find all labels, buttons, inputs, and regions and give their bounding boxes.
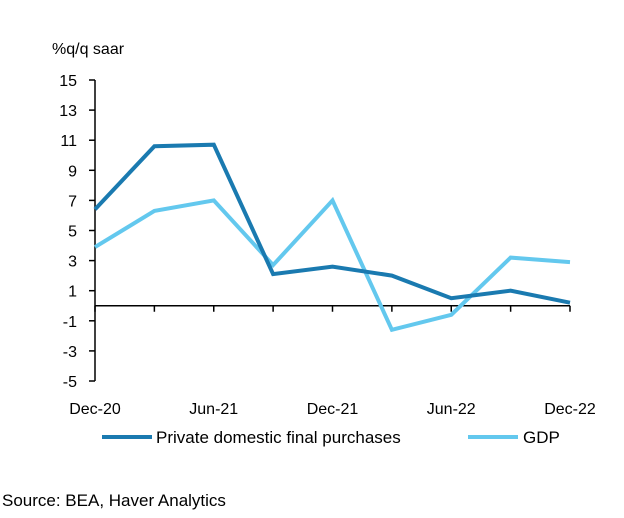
unit-label: %q/q saar bbox=[52, 41, 125, 58]
series-lines bbox=[93, 142, 571, 333]
y-tick-label: 9 bbox=[68, 163, 77, 180]
y-tick-label: 5 bbox=[68, 224, 77, 241]
y-tick-label: 7 bbox=[68, 193, 77, 210]
legend-label: Private domestic final purchases bbox=[156, 428, 401, 447]
x-tick-label: Jun-22 bbox=[427, 401, 476, 418]
y-tick-label: -3 bbox=[63, 344, 77, 361]
gdp-line bbox=[93, 196, 571, 333]
y-tick-label: -1 bbox=[63, 314, 77, 331]
y-tick-label: 11 bbox=[60, 133, 77, 150]
private-domestic-final-purchases-line bbox=[93, 142, 571, 305]
x-axis: Dec-20 Jun-21 Dec-21 Jun-22 Dec-22 bbox=[69, 305, 596, 418]
y-tick-label: -5 bbox=[63, 374, 77, 391]
legend: Private domestic final purchases GDP bbox=[102, 428, 560, 447]
y-tick-label: 13 bbox=[59, 103, 77, 120]
source-note: Source: BEA, Haver Analytics bbox=[2, 491, 226, 510]
x-tick-label: Jun-21 bbox=[189, 401, 238, 418]
line-chart: %q/q saar 15 13 11 9 7 5 3 1 -1 -3 -5 Dec-20 Jun-21… bbox=[52, 41, 596, 447]
x-tick-label: Dec-22 bbox=[544, 401, 596, 418]
y-tick-label: 3 bbox=[68, 254, 77, 271]
x-tick-label: Dec-21 bbox=[307, 401, 359, 418]
y-tick-label: 1 bbox=[68, 284, 77, 301]
y-tick-label: 15 bbox=[59, 73, 77, 90]
x-tick-label: Dec-20 bbox=[69, 401, 121, 418]
legend-label: GDP bbox=[523, 428, 560, 447]
y-axis: 15 13 11 9 7 5 3 1 -1 -3 -5 bbox=[59, 73, 96, 391]
